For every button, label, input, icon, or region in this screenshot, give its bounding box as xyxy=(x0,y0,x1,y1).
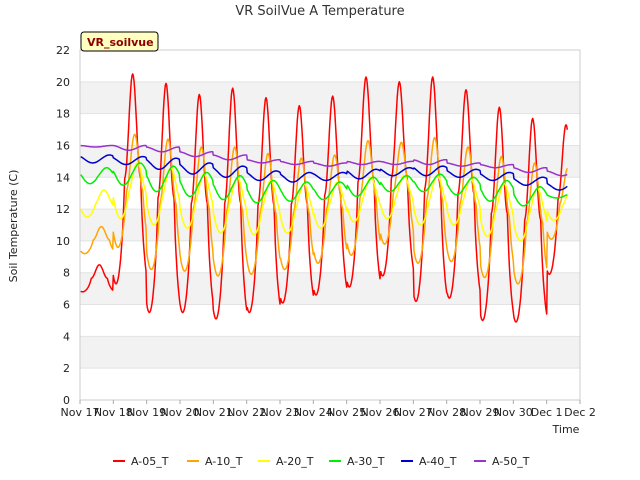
y-tick-label: 2 xyxy=(63,362,70,375)
background-band xyxy=(80,209,580,241)
x-tick-label: Nov 25 xyxy=(327,406,366,419)
x-tick-label: Nov 23 xyxy=(261,406,300,419)
background-band xyxy=(80,240,580,273)
series-line-a-50-t xyxy=(80,144,568,177)
series-line-a-40-t xyxy=(80,154,568,191)
y-tick-label: 22 xyxy=(56,44,70,57)
series-lines xyxy=(79,73,569,323)
y-tick-label: 18 xyxy=(56,108,70,121)
plot-background-bands xyxy=(80,49,580,401)
background-band xyxy=(80,304,580,337)
x-tick-label: Dec 2 xyxy=(564,406,596,419)
y-tick-label: 6 xyxy=(63,299,70,312)
x-tick-label: Nov 24 xyxy=(294,406,333,419)
plot-area-frame xyxy=(79,49,581,401)
x-tick-label: Nov 30 xyxy=(494,406,533,419)
x-tick-label: Nov 19 xyxy=(127,406,166,419)
background-band xyxy=(80,50,580,82)
background-band xyxy=(80,368,580,400)
x-axis-label: Time xyxy=(552,423,580,436)
y-tick-label: 12 xyxy=(56,203,70,216)
series-line-a-20-t xyxy=(79,162,568,242)
y-tick-label: 0 xyxy=(63,394,70,407)
background-band xyxy=(80,272,580,305)
x-tick-label: Nov 18 xyxy=(94,406,133,419)
x-tick-label: Dec 1 xyxy=(531,406,563,419)
x-tick-label: Nov 21 xyxy=(194,406,233,419)
x-tick-label: Nov 17 xyxy=(61,406,100,419)
chart-title: VR SoilVue A Temperature xyxy=(235,4,404,19)
legend-label: A-10_T xyxy=(205,455,243,468)
legend: A-05_T A-10_T A-20_T A-30_T A-40_T A-50_T xyxy=(113,455,530,468)
y-tick-label: 14 xyxy=(56,171,70,184)
background-band xyxy=(80,336,580,369)
x-tick-label: Nov 29 xyxy=(461,406,500,419)
y-axis-label: Soil Temperature (C) xyxy=(7,170,20,283)
y-tick-label: 10 xyxy=(56,235,70,248)
x-tick-label: Nov 26 xyxy=(361,406,400,419)
y-tick-label: 4 xyxy=(63,330,70,343)
y-tick-label: 8 xyxy=(63,267,70,280)
x-tick-label: Nov 20 xyxy=(161,406,200,419)
series-line-a-05-t xyxy=(80,73,569,323)
station-badge-box xyxy=(80,31,159,52)
y-tick-label: 20 xyxy=(56,76,70,89)
legend-label: A-20_T xyxy=(276,455,314,468)
series-line-a-10-t xyxy=(80,133,568,285)
y-tick-label: 16 xyxy=(56,139,70,152)
legend-label: A-30_T xyxy=(347,455,385,468)
y-axis-ticks: 0 2 4 6 8 10 12 14 16 18 20 22 xyxy=(56,44,70,407)
x-tick-label: Nov 22 xyxy=(227,406,266,419)
station-badge-text: VR_soilvue xyxy=(87,36,154,49)
station-badge: VR_soilvue xyxy=(80,31,159,52)
legend-label: A-05_T xyxy=(131,455,169,468)
x-tick-label: Nov 27 xyxy=(394,406,433,419)
background-band xyxy=(80,81,580,114)
legend-label: A-50_T xyxy=(492,455,530,468)
series-line-a-30-t xyxy=(80,162,568,207)
legend-label: A-40_T xyxy=(419,455,457,468)
x-tick-label: Nov 28 xyxy=(427,406,466,419)
